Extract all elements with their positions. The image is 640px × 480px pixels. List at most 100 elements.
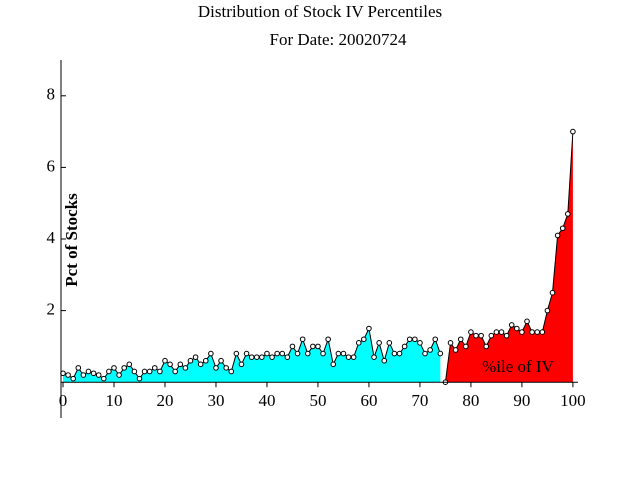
data-point	[422, 350, 428, 357]
data-point	[304, 350, 311, 357]
data-point	[279, 350, 286, 357]
data-point	[376, 340, 382, 346]
data-point	[549, 289, 556, 296]
data-point	[396, 350, 403, 357]
data-point	[498, 329, 505, 335]
x-tick-label: 80	[462, 391, 479, 410]
data-point	[259, 354, 265, 360]
data-point	[192, 354, 199, 360]
data-point	[514, 325, 520, 332]
data-point	[65, 372, 71, 378]
x-tick-label: 40	[258, 391, 275, 410]
data-point	[554, 232, 561, 239]
data-point	[544, 307, 551, 314]
data-point	[570, 128, 576, 135]
data-point	[264, 350, 270, 357]
data-point	[187, 357, 194, 364]
data-point	[136, 375, 143, 382]
data-point	[146, 368, 153, 375]
y-tick-label: 2	[47, 300, 56, 319]
data-point	[177, 361, 184, 368]
data-point	[417, 340, 423, 346]
data-point	[85, 368, 92, 375]
data-point	[284, 354, 291, 360]
data-point	[335, 350, 342, 357]
x-tick-label: 60	[360, 391, 377, 410]
data-point	[366, 325, 372, 332]
data-point	[294, 350, 301, 357]
data-point	[508, 322, 515, 328]
data-point	[519, 329, 525, 335]
data-point	[233, 350, 240, 357]
x-tick-label: 90	[513, 391, 530, 410]
data-point	[167, 361, 173, 368]
data-point	[361, 336, 367, 343]
data-point	[90, 370, 97, 377]
data-point	[539, 329, 546, 335]
data-point	[381, 357, 388, 364]
data-point	[391, 350, 398, 357]
data-point	[386, 340, 393, 346]
data-point	[325, 336, 331, 343]
x-tick-label: 10	[105, 391, 122, 410]
chart-title: Distribution of Stock IV Percentiles	[198, 2, 442, 21]
data-point	[503, 332, 510, 339]
x-tick-label: 70	[411, 391, 428, 410]
data-point	[182, 365, 189, 371]
data-point	[355, 340, 362, 346]
data-point	[162, 357, 168, 364]
data-point	[248, 354, 255, 360]
data-point	[345, 354, 352, 360]
data-point	[412, 336, 418, 343]
data-point	[320, 350, 326, 357]
data-point	[310, 343, 316, 350]
x-tick-label: 0	[59, 391, 68, 410]
data-point	[401, 343, 408, 350]
data-point	[75, 365, 82, 371]
data-point	[100, 375, 107, 382]
x-tick-label: 50	[309, 391, 326, 410]
data-point	[269, 354, 275, 360]
data-point	[534, 329, 541, 335]
data-point	[315, 343, 321, 350]
data-point	[457, 336, 464, 343]
data-point	[452, 347, 459, 353]
data-point	[253, 354, 260, 360]
data-point	[478, 332, 484, 339]
x-tick-label: 100	[560, 391, 586, 410]
data-point	[447, 340, 454, 346]
data-point	[141, 368, 148, 375]
data-point	[213, 365, 219, 371]
data-point	[131, 368, 138, 375]
x-axis-label: %ile of IV	[482, 357, 554, 376]
data-point	[463, 343, 469, 350]
data-point	[121, 365, 127, 371]
data-point	[559, 225, 566, 232]
data-point	[70, 375, 76, 382]
data-point	[111, 365, 117, 371]
data-point	[106, 368, 112, 375]
data-point	[529, 329, 535, 335]
y-axis-label: Pct of Stocks	[62, 193, 81, 287]
data-point	[493, 329, 500, 335]
data-point	[223, 365, 229, 371]
data-point	[95, 372, 102, 378]
data-point	[330, 361, 337, 368]
data-point	[432, 336, 439, 343]
data-point	[427, 347, 433, 353]
data-point	[80, 372, 87, 378]
chart-subtitle: For Date: 20020724	[270, 30, 407, 49]
data-point	[299, 336, 306, 343]
data-point	[202, 357, 209, 364]
data-point	[437, 350, 444, 357]
data-point	[473, 332, 479, 339]
data-point	[126, 361, 133, 368]
x-tick-label: 30	[207, 391, 224, 410]
data-point	[468, 329, 474, 335]
data-point	[116, 372, 122, 378]
data-point	[238, 361, 245, 368]
data-point	[289, 343, 296, 350]
data-point	[274, 350, 280, 357]
data-point	[243, 350, 250, 357]
